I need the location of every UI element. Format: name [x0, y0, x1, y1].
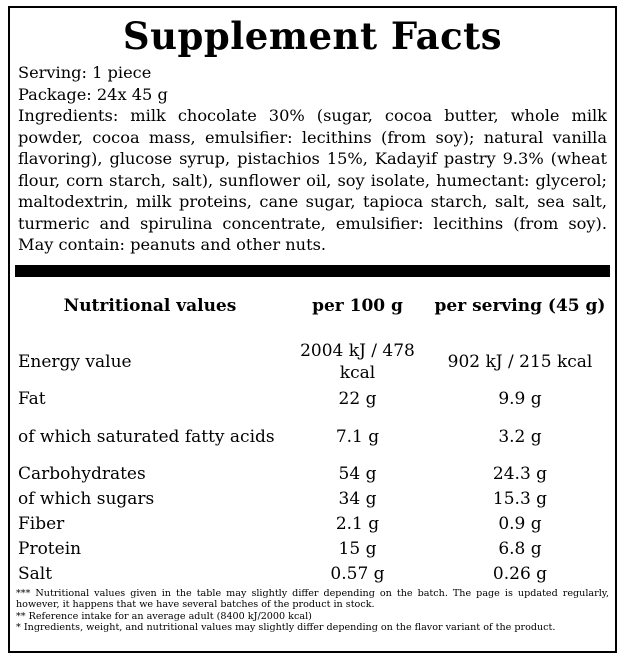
table-row: Carbohydrates 54 g 24.3 g — [10, 462, 615, 487]
footnote: ** Reference intake for an average adult… — [16, 610, 312, 622]
value-per-serving: 0.26 g — [492, 564, 548, 584]
page-title: Supplement Facts — [122, 14, 503, 58]
table-row: Energy value 2004 kJ / 478 kcal 902 kJ /… — [10, 337, 615, 387]
value-per-serving: 6.8 g — [498, 539, 542, 559]
value-per-serving: 15.3 g — [492, 489, 548, 509]
footnotes: *** Nutritional values given in the tabl… — [10, 588, 615, 634]
nutrient-name: of which saturated fatty acids — [18, 426, 275, 447]
table-row: Fat 22 g 9.9 g — [10, 387, 615, 412]
header-per-100g: per 100 g — [312, 296, 403, 316]
table-row: Fiber 2.1 g 0.9 g — [10, 512, 615, 537]
value-per-100g: 0.57 g — [330, 564, 385, 584]
nutrition-table: Nutritional values per 100 g per serving… — [10, 277, 615, 587]
value-per-serving: 3.2 g — [498, 426, 542, 447]
value-per-100g: 54 g — [338, 464, 377, 484]
header-per-serving: per serving (45 g) — [434, 296, 606, 316]
serving-size: Serving: 1 piece — [18, 63, 152, 82]
nutrient-name: of which sugars — [18, 489, 155, 509]
nutrient-name: Carbohydrates — [18, 464, 146, 484]
table-row: Protein 15 g 6.8 g — [10, 537, 615, 562]
value-per-serving: 0.9 g — [498, 514, 542, 534]
value-per-100g: 2004 kJ / 478 kcal — [300, 340, 415, 383]
value-per-100g: 15 g — [338, 539, 377, 559]
value-per-100g: 7.1 g — [335, 426, 380, 447]
value-per-serving: 9.9 g — [498, 389, 542, 409]
section-divider — [15, 264, 610, 277]
table-row: of which sugars 34 g 15.3 g — [10, 487, 615, 512]
nutrient-name: Energy value — [18, 351, 132, 372]
footnote: * Ingredients, weight, and nutritional v… — [16, 622, 556, 633]
ingredients-text: Ingredients: milk chocolate 30% (sugar, … — [18, 106, 607, 254]
value-per-100g: 2.1 g — [335, 514, 380, 534]
value-per-100g: 22 g — [338, 389, 377, 409]
value-per-serving: 24.3 g — [492, 464, 548, 484]
nutrient-name: Salt — [18, 564, 53, 584]
product-info: Serving: 1 piece Package: 24x 45 g Ingre… — [10, 58, 615, 256]
package-size: Package: 24x 45 g — [18, 84, 168, 104]
nutrient-name: Protein — [18, 539, 82, 559]
footnote: *** Nutritional values given in the tabl… — [16, 587, 609, 611]
value-per-100g: 34 g — [338, 489, 377, 509]
table-row: of which saturated fatty acids 7.1 g 3.2… — [10, 412, 615, 462]
nutrient-name: Fat — [18, 389, 46, 409]
header-nutritional-values: Nutritional values — [63, 296, 237, 316]
supplement-facts-panel: Supplement Facts Serving: 1 piece Packag… — [8, 6, 617, 653]
nutrient-name: Fiber — [18, 514, 65, 534]
table-row: Salt 0.57 g 0.26 g — [10, 562, 615, 587]
table-header-row: Nutritional values per 100 g per serving… — [10, 277, 615, 337]
value-per-serving: 902 kJ / 215 kcal — [447, 351, 593, 372]
